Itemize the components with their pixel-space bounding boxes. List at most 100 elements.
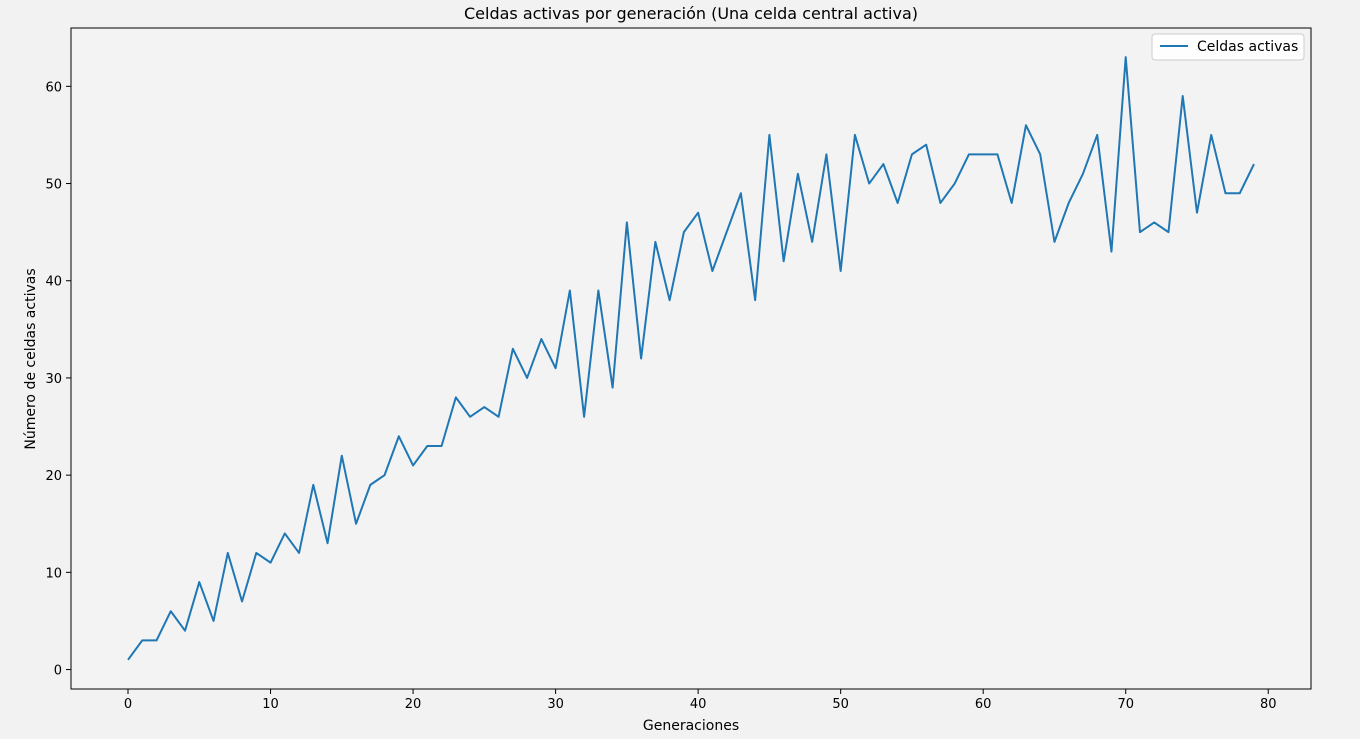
data-point	[954, 183, 956, 185]
data-point	[327, 542, 329, 544]
x-tick-label: 80	[1260, 697, 1277, 712]
data-point	[141, 639, 143, 641]
y-tick-label: 40	[45, 275, 62, 290]
data-point	[1039, 153, 1041, 155]
data-point	[726, 231, 728, 233]
data-point	[825, 153, 827, 155]
data-point	[783, 260, 785, 262]
data-point	[469, 416, 471, 418]
data-point	[612, 387, 614, 389]
data-point	[1253, 163, 1255, 165]
data-point	[897, 202, 899, 204]
data-point	[1139, 231, 1141, 233]
data-point	[982, 153, 984, 155]
data-point	[683, 231, 685, 233]
data-point	[569, 289, 571, 291]
data-point	[1210, 134, 1212, 136]
data-point	[526, 377, 528, 379]
data-point	[555, 367, 557, 369]
y-tick-label: 10	[45, 566, 62, 581]
data-point	[740, 192, 742, 194]
data-point	[441, 445, 443, 447]
data-point	[925, 144, 927, 146]
data-point	[854, 134, 856, 136]
data-point	[255, 552, 257, 554]
y-tick-label: 30	[45, 372, 62, 387]
data-point	[1196, 212, 1198, 214]
data-point	[426, 445, 428, 447]
data-point	[213, 620, 215, 622]
data-point	[455, 396, 457, 398]
data-point	[1053, 241, 1055, 243]
data-point	[127, 659, 129, 661]
data-point	[768, 134, 770, 136]
y-axis: 0 10 20 30 40 50 60	[45, 80, 71, 679]
data-point	[512, 348, 514, 350]
data-point	[840, 270, 842, 272]
data-point	[1110, 251, 1112, 253]
data-point	[170, 610, 172, 612]
data-point	[1068, 202, 1070, 204]
data-point	[241, 601, 243, 603]
series-layer	[127, 56, 1255, 661]
legend-label: Celdas activas	[1197, 39, 1298, 55]
x-tick-label: 70	[1117, 697, 1134, 712]
data-point	[669, 299, 671, 301]
data-point	[198, 581, 200, 583]
x-tick-label: 40	[690, 697, 707, 712]
data-point	[1082, 173, 1084, 175]
data-point	[156, 639, 158, 641]
data-point	[811, 241, 813, 243]
data-point	[939, 202, 941, 204]
data-point	[498, 416, 500, 418]
data-point	[597, 289, 599, 291]
data-point	[398, 435, 400, 437]
data-point	[640, 358, 642, 360]
data-point	[968, 153, 970, 155]
data-point	[312, 484, 314, 486]
data-point	[754, 299, 756, 301]
legend: Celdas activas	[1151, 33, 1305, 61]
data-point	[384, 474, 386, 476]
data-point	[341, 455, 343, 457]
data-point	[697, 212, 699, 214]
x-axis: 0 10 20 30 40 50 60 70 80	[124, 689, 1277, 712]
data-point	[626, 221, 628, 223]
data-point	[1025, 124, 1027, 126]
data-point	[355, 523, 357, 525]
data-point	[1224, 192, 1226, 194]
x-tick-label: 10	[262, 697, 279, 712]
y-axis-label: Número de celdas activas	[23, 268, 39, 449]
data-point	[483, 406, 485, 408]
data-point	[1153, 221, 1155, 223]
data-point	[184, 630, 186, 632]
legend-box	[1151, 33, 1305, 61]
data-point	[996, 153, 998, 155]
data-point	[711, 270, 713, 272]
data-point	[540, 338, 542, 340]
data-point	[1096, 134, 1098, 136]
data-point	[911, 153, 913, 155]
data-point	[1182, 95, 1184, 97]
data-point	[882, 163, 884, 165]
y-tick-label: 50	[45, 178, 62, 193]
x-tick-label: 50	[832, 697, 849, 712]
x-tick-label: 0	[124, 697, 132, 712]
x-tick-label: 30	[547, 697, 564, 712]
data-point	[270, 562, 272, 564]
data-point	[369, 484, 371, 486]
data-point	[583, 416, 585, 418]
data-point	[654, 241, 656, 243]
x-tick-label: 20	[405, 697, 422, 712]
chart-title: Celdas activas por generación (Una celda…	[464, 4, 918, 23]
data-point	[1239, 192, 1241, 194]
data-point	[1167, 231, 1169, 233]
data-point	[1011, 202, 1013, 204]
y-tick-label: 0	[54, 664, 62, 679]
data-point	[227, 552, 229, 554]
plot-area	[70, 27, 1312, 690]
data-point	[412, 464, 414, 466]
data-point	[298, 552, 300, 554]
data-point	[284, 532, 286, 534]
